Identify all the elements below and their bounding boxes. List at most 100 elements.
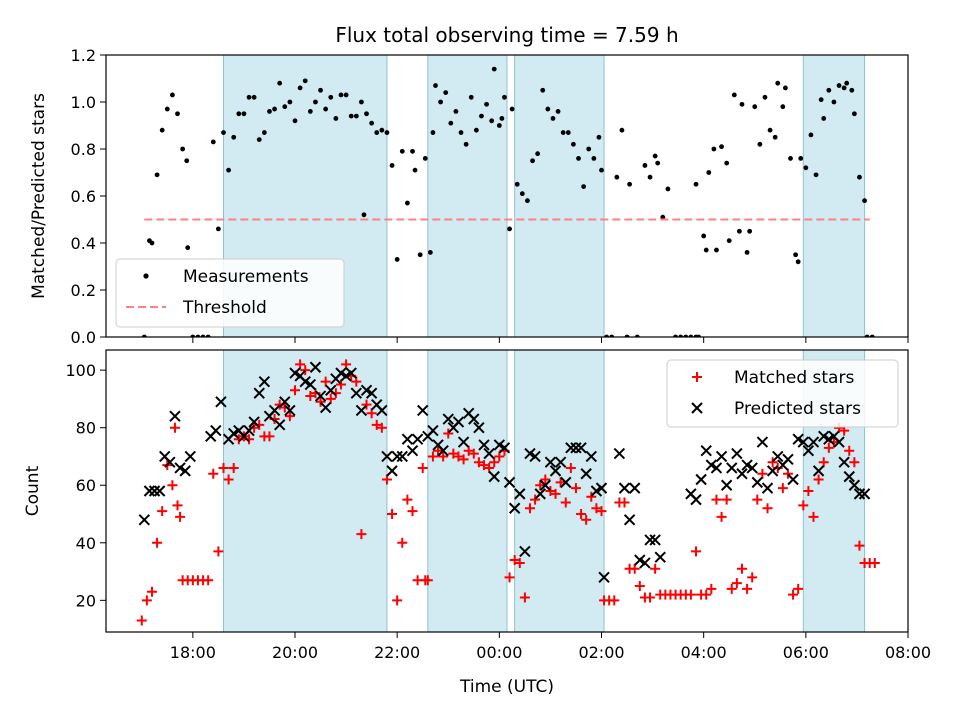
matched-star-point <box>208 468 219 479</box>
predicted-star-point <box>169 410 181 422</box>
measurement-point <box>642 163 648 168</box>
measurement-point <box>586 146 592 152</box>
matched-star-point <box>849 457 860 468</box>
matched-star-point <box>844 445 855 456</box>
measurement-point <box>762 94 768 100</box>
predicted-star-point <box>468 413 480 425</box>
predicted-star-point <box>248 416 260 428</box>
measurement-point <box>752 104 758 110</box>
measurement-point <box>862 198 867 204</box>
measurement-point <box>353 113 359 119</box>
predicted-star-point <box>243 424 255 437</box>
panel-marks <box>141 66 875 337</box>
legend: Matched stars Predicted stars <box>666 359 899 428</box>
measurement-point <box>333 116 339 121</box>
matched-star-point <box>141 595 152 606</box>
predicted-star-point <box>437 445 449 457</box>
measurement-point <box>831 99 837 105</box>
matched-star-point <box>540 474 551 485</box>
y-tick-label: 0.4 <box>71 234 96 253</box>
predicted-star-point <box>309 361 322 373</box>
predicted-star-point <box>649 534 661 546</box>
predicted-star-point <box>417 404 429 417</box>
measurement-point <box>724 160 730 166</box>
x-tick-label: 22:00 <box>374 643 420 662</box>
measurement-point <box>338 92 344 98</box>
predicted-star-point <box>843 470 855 483</box>
y-axis-title: Matched/Predicted stars <box>29 93 49 299</box>
measurement-point <box>256 137 262 143</box>
matched-star-point <box>731 578 742 589</box>
matched-star-point <box>685 589 696 600</box>
matched-star-point <box>284 411 295 422</box>
predicted-star-point <box>519 545 531 558</box>
predicted-star-point <box>618 482 631 494</box>
predicted-star-point <box>570 442 582 454</box>
measurement-point <box>619 127 625 133</box>
matched-star-point <box>361 399 372 410</box>
measurement-point <box>394 257 400 262</box>
predicted-star-point <box>853 488 866 500</box>
predicted-star-point <box>549 465 562 477</box>
predicted-star-point <box>350 387 363 399</box>
matched-star-point <box>823 442 834 453</box>
predicted-star-point <box>273 419 286 431</box>
measurement-point <box>767 127 773 133</box>
measurement-point <box>726 238 732 244</box>
measurement-point <box>430 130 436 135</box>
measurement-point <box>652 153 658 159</box>
matched-star-point <box>169 422 180 433</box>
series-measurements <box>141 66 875 337</box>
measurement-point <box>443 90 449 95</box>
matched-star-point <box>392 595 403 606</box>
measurement-point <box>343 92 349 98</box>
legend-label: Threshold <box>182 298 267 318</box>
measurement-point <box>599 167 604 173</box>
measurement-point <box>307 109 313 114</box>
predicted-star-point <box>613 447 626 460</box>
measurement-point <box>412 167 418 173</box>
predicted-star-point <box>623 514 636 526</box>
measurement-point <box>571 141 576 147</box>
matched-star-point <box>223 474 234 485</box>
measurement-point <box>159 127 165 133</box>
predicted-star-point <box>355 404 368 417</box>
legend-marker-x <box>691 402 703 414</box>
predicted-star-point <box>406 445 419 457</box>
measurement-point <box>241 111 247 117</box>
matched-star-point <box>701 589 712 600</box>
measurement-point <box>655 160 661 166</box>
x-tick-label: 04:00 <box>681 643 727 662</box>
matched-star-point <box>555 477 566 488</box>
predicted-star-point <box>720 479 733 491</box>
matched-star-point <box>530 494 541 505</box>
matched-star-point <box>726 583 737 594</box>
measurement-point <box>231 134 237 140</box>
matched-star-point <box>146 586 157 597</box>
predicted-star-point <box>585 450 597 463</box>
predicted-star-point <box>488 470 500 483</box>
measurement-point <box>491 66 497 72</box>
matched-star-point <box>813 474 824 485</box>
measurement-point <box>772 134 778 140</box>
predicted-star-point <box>529 450 541 463</box>
measurement-point <box>185 245 191 251</box>
measurement-point <box>184 158 190 164</box>
predicted-star-point <box>802 445 815 457</box>
predicted-star-point <box>639 557 651 569</box>
measurement-point <box>210 139 216 145</box>
predicted-star-point <box>782 453 794 466</box>
matched-star-point <box>479 460 490 471</box>
measurement-point <box>417 252 423 258</box>
x-tick-label: 06:00 <box>783 643 829 662</box>
measurement-point <box>170 92 175 98</box>
measurement-point <box>374 130 380 135</box>
measurement-point <box>236 111 242 117</box>
measurement-point <box>747 228 753 234</box>
measurement-point <box>581 184 587 190</box>
predicted-star-point <box>153 485 166 497</box>
predicted-star-point <box>726 462 738 474</box>
measurement-point <box>499 116 505 121</box>
measurement-point <box>836 83 842 88</box>
